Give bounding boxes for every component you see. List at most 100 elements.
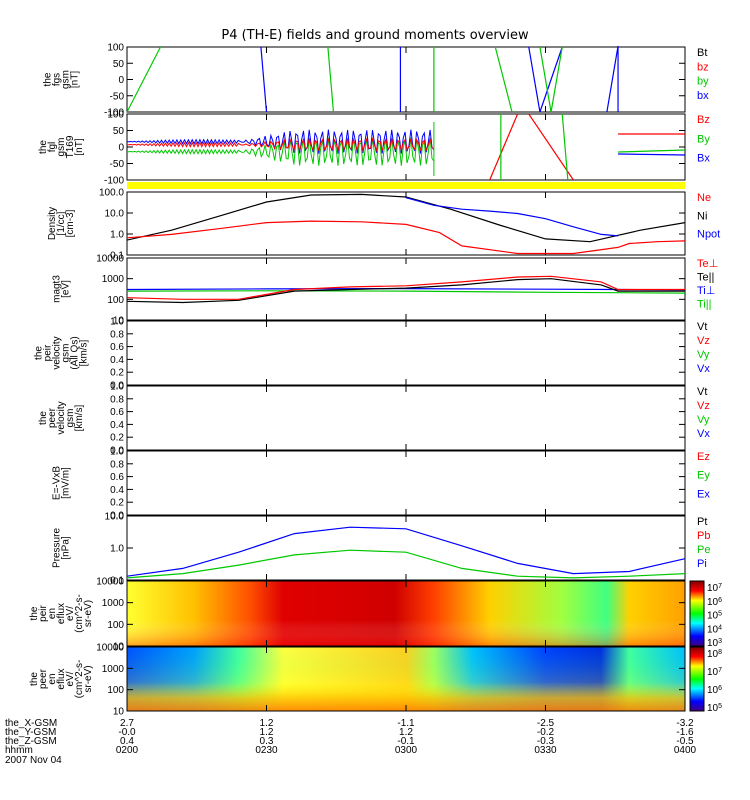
- y-tick-label: 10.0: [105, 512, 125, 523]
- series-density_Npot: [405, 197, 619, 237]
- y-axis-label: Density[1/cc][cm-3]: [47, 207, 76, 240]
- colorbar-label: 105: [707, 610, 722, 622]
- y-tick-label: 0.0: [110, 446, 124, 457]
- legend-Ni: Ni: [697, 210, 707, 222]
- time-row-value: -0.2: [537, 727, 555, 738]
- colorbar-exp: 7: [718, 667, 722, 674]
- y-axis-label-line: peir: [43, 344, 54, 361]
- panel-fgs: 100 50 0 -50 -100: [104, 43, 686, 119]
- y-tick-label: 10: [113, 707, 125, 718]
- time-row-value: 1.2: [260, 727, 274, 738]
- series-fgl-bx: [618, 153, 686, 156]
- colorbar-base: 10: [707, 611, 719, 622]
- colorbar-base: 10: [707, 649, 719, 660]
- colorbar-base: 10: [707, 624, 719, 635]
- series-fgl-by: [126, 137, 435, 166]
- y-tick-label: 100: [107, 43, 124, 54]
- y-tick-label: 0.1: [110, 576, 124, 587]
- y-axis-label-line: peer: [38, 668, 49, 689]
- panel-fgl: 100 50 0 -50 -100: [104, 110, 686, 187]
- y-axis-label-line: [nT]: [70, 71, 81, 88]
- y-axis-label: magt3[eV]: [52, 275, 72, 303]
- time-row-value: 2.7: [120, 718, 134, 729]
- time-row-value: -2.5: [537, 718, 555, 729]
- y-axis-label-line: gsm: [61, 70, 72, 89]
- series-fgl-bz: [528, 113, 574, 181]
- colorbar-base: 10: [707, 597, 719, 608]
- y-axis-label-line: magt3: [52, 275, 63, 303]
- legend-Ez: Ez: [697, 451, 710, 463]
- series-fgs-by: [539, 46, 563, 113]
- series-fgs-by: [327, 46, 335, 113]
- time-row-value: 1.2: [260, 718, 274, 729]
- colorbar-base: 10: [707, 703, 719, 714]
- legend-Pb: Pb: [697, 530, 710, 542]
- y-axis-label-line: [eV]: [61, 280, 72, 298]
- y-tick-label: 0.2: [110, 433, 124, 444]
- y-axis-label-line: fgs: [52, 73, 63, 86]
- y-tick-label: 0.6: [110, 407, 124, 418]
- legend-Pt: Pt: [697, 516, 707, 528]
- y-axis-label-line: en: [47, 608, 58, 619]
- y-axis-label-line: peer: [47, 407, 58, 428]
- legend-bz: bz: [697, 61, 709, 73]
- series-temp_Tiperp: [126, 288, 686, 291]
- time-row-value: -1.6: [676, 727, 694, 738]
- series-fgs-by: [126, 46, 162, 113]
- time-row-value: 1.2: [399, 727, 413, 738]
- series-temp_Tepar: [126, 278, 685, 304]
- y-tick-label: -100: [104, 176, 124, 187]
- colorbar-label: 106: [707, 685, 722, 697]
- y-tick-label: 0.8: [110, 394, 124, 405]
- y-axis-label-line: [mV/m]: [61, 467, 72, 499]
- legend-Ti⊥: Ti⊥: [697, 285, 715, 297]
- y-tick-label: 0.8: [110, 459, 124, 470]
- colorbar-label: 103: [707, 638, 722, 650]
- time-row-value: 0300: [395, 745, 418, 756]
- time-row-value: -0.5: [676, 736, 694, 747]
- colorbar-label: 106: [707, 596, 722, 608]
- y-tick-label: 1.0: [110, 317, 124, 328]
- y-axis-label-line: T169: [65, 135, 76, 158]
- y-tick-label: 100: [107, 295, 124, 306]
- y-axis-label-line: peir: [38, 604, 49, 621]
- time-row-label: hhmm: [5, 745, 33, 756]
- legend-Ex: Ex: [697, 488, 710, 500]
- legend-Pi: Pi: [697, 558, 707, 570]
- y-tick-label: 10000: [96, 577, 124, 588]
- y-axis-label: thepeervelocitygsm[km/s]: [38, 401, 85, 434]
- y-tick-label: 1.0: [110, 230, 124, 241]
- y-axis-label-line: en: [47, 673, 58, 684]
- legend-Vt: Vt: [697, 321, 707, 333]
- series-fgl-by: [618, 149, 686, 153]
- y-axis-label-line: [cm-3]: [65, 209, 76, 237]
- series-fgl-by: [561, 113, 569, 181]
- y-tick-label: 1.0: [110, 544, 124, 555]
- y-axis-label-line: velocity: [52, 336, 63, 369]
- colorbar-label: 107: [707, 583, 722, 595]
- y-tick-label: 0.4: [110, 420, 124, 431]
- y-axis-label-line: eV/: [65, 606, 76, 621]
- panel-peer_spec: 10000 1000 100 10: [96, 643, 705, 718]
- time-row-value: -0.3: [537, 736, 555, 747]
- y-tick-label: -100: [104, 108, 124, 119]
- y-axis-label: thepeirenefluxeV/(cm^2-s-sr-eV): [29, 594, 94, 633]
- quality-bar: [127, 182, 685, 189]
- y-tick-label: 50: [113, 59, 125, 70]
- panel-peir_spec: 10000 1000 100 10: [96, 577, 705, 653]
- y-axis-label-line: (All Qs): [70, 336, 81, 369]
- legend-by: by: [697, 76, 709, 88]
- time-row-value: -3.2: [676, 718, 694, 729]
- time-row-value: 0200: [116, 745, 139, 756]
- y-axis-label-line: eflux: [56, 603, 67, 624]
- legend-Vz: Vz: [697, 400, 710, 412]
- legend-Bz: Bz: [697, 114, 710, 126]
- y-axis-label-line: [km/s]: [74, 404, 85, 431]
- y-axis-label-line: [nPa]: [61, 536, 72, 560]
- colorbar-label: 104: [707, 624, 722, 636]
- colorbar-exp: 3: [718, 638, 722, 645]
- colorbar-exp: 5: [718, 610, 722, 617]
- y-axis-label-line: the: [34, 346, 45, 360]
- time-row-value: 0.3: [260, 736, 274, 747]
- y-tick-label: 1000: [102, 274, 125, 285]
